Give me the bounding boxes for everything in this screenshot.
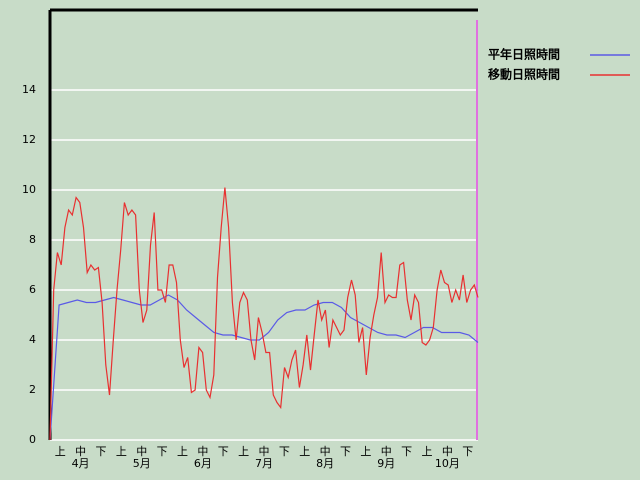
x-tick-label: 中 [197,445,208,458]
month-label: 10月 [435,457,460,470]
x-tick-label: 上 [360,445,371,458]
x-tick-label: 中 [259,445,270,458]
x-tick-label: 下 [157,445,168,458]
x-tick-label: 中 [136,445,147,458]
x-tick-label: 下 [401,445,412,458]
month-label: 9月 [377,457,395,470]
x-tick-label: 下 [462,445,473,458]
x-tick-label: 下 [218,445,229,458]
legend-label: 平年日照時間 [488,47,560,62]
y-tick-label: 0 [29,433,36,446]
x-tick-label: 中 [381,445,392,458]
x-tick-label: 下 [95,445,106,458]
y-tick-label: 6 [29,283,36,296]
x-tick-label: 上 [299,445,310,458]
month-label: 8月 [316,457,334,470]
x-tick-label: 上 [116,445,127,458]
y-tick-label: 2 [29,383,36,396]
series-line [49,294,479,441]
legend-label: 移動日照時間 [488,67,560,82]
x-tick-label: 中 [442,445,453,458]
month-label: 6月 [194,457,212,470]
y-tick-label: 4 [29,333,36,346]
series-line [49,187,479,441]
x-tick-label: 中 [75,445,86,458]
y-tick-label: 14 [22,83,36,96]
x-tick-label: 上 [177,445,188,458]
y-tick-label: 10 [22,183,36,196]
x-tick-label: 上 [238,445,249,458]
month-label: 7月 [255,457,273,470]
x-tick-label: 下 [340,445,351,458]
x-tick-label: 下 [279,445,290,458]
month-label: 4月 [72,457,90,470]
y-tick-label: 8 [29,233,36,246]
x-tick-label: 上 [422,445,433,458]
y-tick-label: 12 [22,133,36,146]
x-tick-label: 中 [320,445,331,458]
x-tick-label: 上 [55,445,66,458]
month-label: 5月 [133,457,151,470]
